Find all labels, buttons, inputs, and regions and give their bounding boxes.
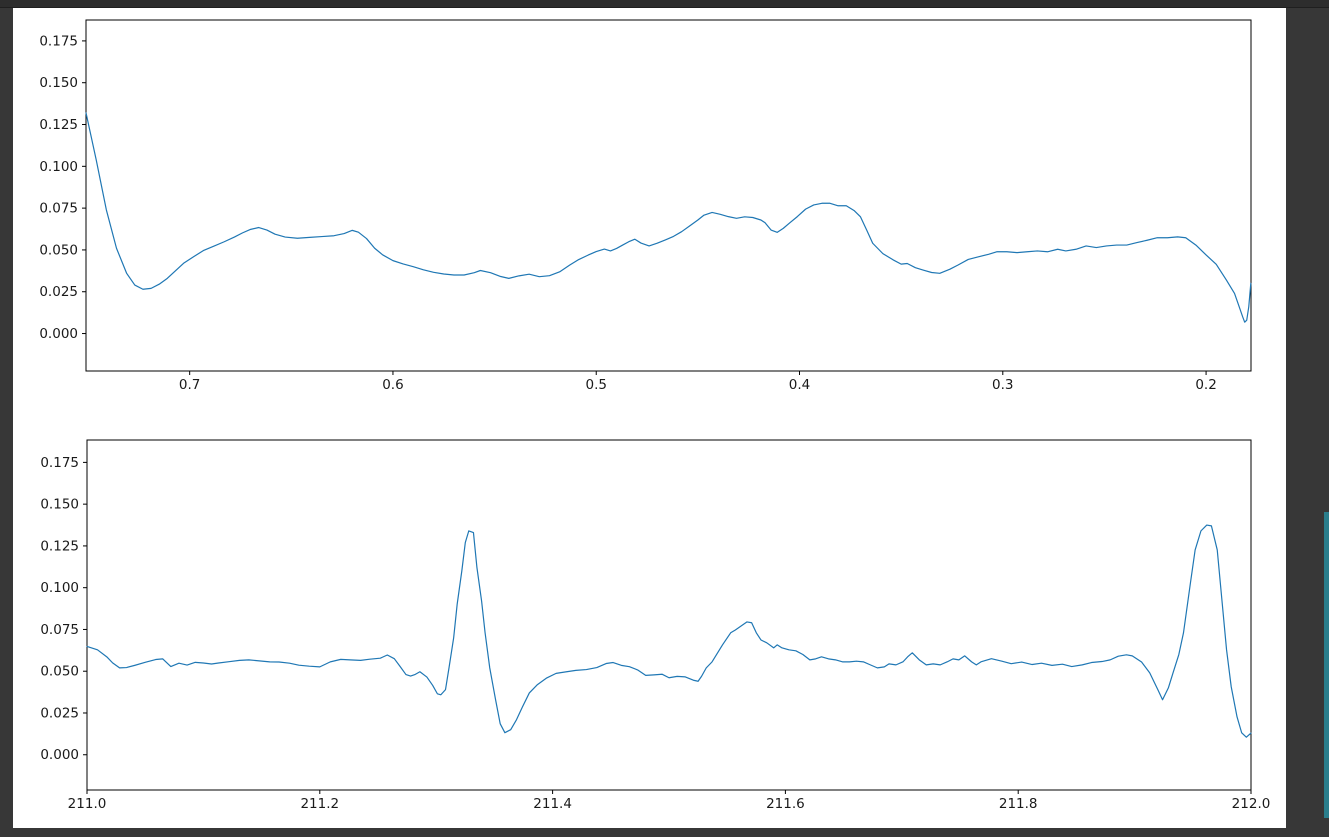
y-tick-label: 0.125 — [39, 117, 78, 133]
window-top-bar — [0, 0, 1329, 8]
y-tick-label: 0.025 — [39, 284, 78, 300]
y-tick-label: 0.025 — [40, 705, 79, 721]
y-tick-label: 0.150 — [39, 75, 78, 91]
y-tick-label: 0.000 — [39, 326, 78, 342]
y-tick-label: 0.075 — [39, 201, 78, 217]
x-tick-label: 211.8 — [999, 796, 1038, 812]
x-tick-label: 0.3 — [992, 377, 1013, 393]
matplotlib-figure: 0.7 0.6 0.5 0.4 0.3 0.2 0.175 0.150 0.125 0.100 0.… — [13, 8, 1286, 828]
x-tick-label: 211.0 — [68, 796, 107, 812]
series-line — [86, 524, 1252, 738]
x-tick-label: 0.5 — [585, 377, 606, 393]
x-tick-label: 211.6 — [766, 796, 805, 812]
x-tick-label: 211.4 — [533, 796, 572, 812]
y-tick-label: 0.075 — [40, 622, 79, 638]
y-tick-label: 0.125 — [40, 538, 79, 554]
x-tick-label: 211.2 — [300, 796, 339, 812]
x-tick-label: 212.0 — [1232, 796, 1271, 812]
axes-frame — [86, 439, 1252, 791]
y-tick-label: 0.175 — [39, 33, 78, 49]
x-tick-label: 0.4 — [789, 377, 810, 393]
y-tick-label: 0.150 — [40, 497, 79, 513]
scrollbar-thumb[interactable] — [1324, 512, 1329, 818]
y-tick-label: 0.175 — [40, 455, 79, 471]
y-tick-label: 0.100 — [40, 580, 79, 596]
y-tick-label: 0.000 — [40, 747, 79, 763]
y-tick-label: 0.100 — [39, 159, 78, 175]
y-tick-label: 0.050 — [39, 242, 78, 258]
x-tick-label: 0.7 — [179, 377, 200, 393]
x-tick-label: 0.6 — [382, 377, 403, 393]
y-tick-label: 0.050 — [40, 664, 79, 680]
series-line — [85, 112, 1252, 323]
figure-canvas: 0.7 0.6 0.5 0.4 0.3 0.2 0.175 0.150 0.125 0.100 0.… — [39, 19, 1271, 812]
x-tick-label: 0.2 — [1195, 377, 1216, 393]
axes-frame — [85, 19, 1252, 372]
